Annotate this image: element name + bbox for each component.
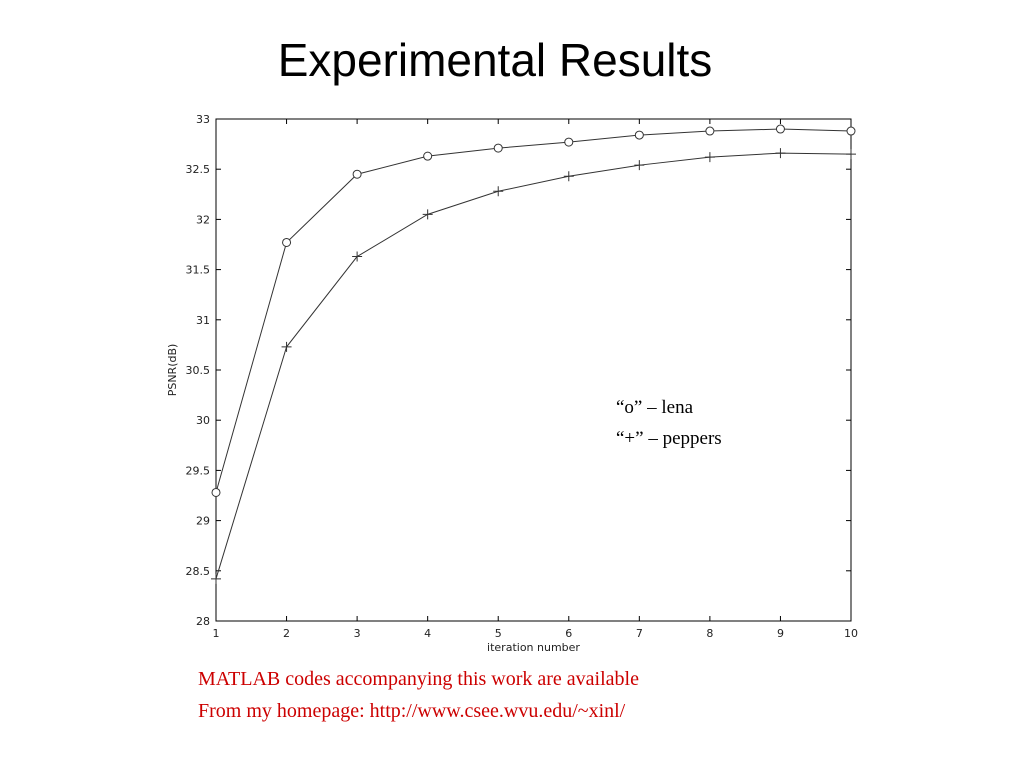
x-tick-label: 6: [565, 627, 572, 640]
x-tick-label: 5: [495, 627, 502, 640]
point-marker: [634, 160, 645, 171]
x-tick-label: 10: [844, 627, 858, 640]
y-tick-label: 30.5: [186, 364, 211, 377]
y-tick-label: 32.5: [186, 163, 211, 176]
point-marker: [563, 171, 574, 182]
y-axis-label: PSNR(dB): [166, 344, 179, 397]
x-tick-label: 9: [777, 627, 784, 640]
point-marker: [705, 126, 715, 136]
series-line: [215, 152, 852, 579]
footer-note: From my homepage: http://www.csee.wvu.ed…: [198, 700, 626, 722]
point-marker: [564, 137, 574, 147]
x-tick-label: 7: [636, 627, 643, 640]
point-marker: [352, 251, 363, 262]
plot-panel: [160, 103, 865, 660]
point-marker: [211, 573, 221, 584]
y-tick-label: 29: [196, 515, 210, 528]
x-tick-label: 8: [706, 627, 713, 640]
point-marker: [281, 341, 292, 352]
point-marker: [493, 143, 503, 153]
x-tick-label: 3: [354, 627, 361, 640]
point-marker: [211, 487, 221, 497]
point-marker: [422, 209, 433, 220]
point-marker: [775, 148, 786, 159]
series-line: [215, 128, 852, 493]
y-tick-label: 28: [196, 615, 210, 628]
y-tick-label: 30: [196, 414, 210, 427]
slide-title: Experimental Results: [278, 34, 713, 86]
point-marker: [352, 169, 362, 179]
point-marker: [423, 151, 433, 161]
y-tick-label: 29.5: [186, 464, 211, 477]
y-tick-label: 33: [196, 113, 210, 126]
point-marker: [282, 237, 292, 247]
y-tick-label: 32: [196, 213, 210, 226]
point-marker: [704, 152, 715, 163]
point-marker: [493, 186, 504, 197]
point-marker: [634, 130, 644, 140]
legend-entry: “o” – lena: [616, 397, 694, 418]
y-tick-label: 31.5: [186, 264, 211, 277]
x-tick-label: 1: [213, 627, 220, 640]
point-marker: [775, 124, 785, 134]
x-tick-label: 2: [283, 627, 290, 640]
x-tick-label: 4: [424, 627, 431, 640]
x-axis-label: iteration number: [487, 641, 580, 654]
y-tick-label: 31: [196, 314, 210, 327]
y-tick-label: 28.5: [186, 565, 211, 578]
point-marker: [846, 149, 856, 160]
point-marker: [846, 126, 856, 136]
footer-note: MATLAB codes accompanying this work are …: [198, 668, 639, 690]
legend-entry: “+” – peppers: [616, 428, 722, 449]
